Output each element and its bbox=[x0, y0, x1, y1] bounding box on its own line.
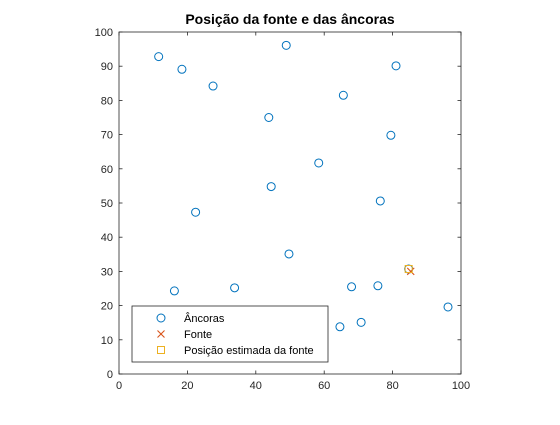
axes: 0 20 40 60 80 100 0 10 20 30 40 50 60 70 80 90 100 bbox=[95, 27, 471, 392]
chart-title: Posição da fonte e das âncoras bbox=[185, 11, 395, 27]
x-tick-label: 40 bbox=[250, 380, 262, 392]
x-tick-label: 20 bbox=[181, 380, 193, 392]
point-circle bbox=[347, 282, 357, 292]
y-tick-label: 40 bbox=[101, 232, 113, 244]
point-circle bbox=[338, 90, 348, 100]
point-circle bbox=[356, 317, 366, 327]
x-tick-label: 0 bbox=[116, 380, 122, 392]
point-circle bbox=[386, 130, 396, 140]
legend: Âncoras Fonte Posição estimada da fonte bbox=[131, 305, 329, 363]
legend-entry: Posição estimada da fonte bbox=[157, 345, 314, 357]
legend-label: Posição estimada da fonte bbox=[184, 345, 314, 357]
point-circle bbox=[169, 286, 179, 296]
legend-marker-circle bbox=[156, 313, 166, 323]
point-circle bbox=[375, 196, 385, 206]
point-circle bbox=[391, 61, 401, 71]
legend-entry: Âncoras bbox=[156, 312, 225, 325]
point-x-stroke bbox=[406, 267, 415, 276]
data-marks bbox=[154, 40, 453, 332]
legend-marker-x bbox=[157, 330, 165, 338]
point-circle bbox=[284, 249, 294, 259]
legend-marker-x-stroke bbox=[157, 330, 165, 338]
series-1 bbox=[406, 267, 415, 276]
point-circle bbox=[191, 207, 201, 217]
y-tick-label: 0 bbox=[107, 369, 113, 381]
point-circle bbox=[154, 52, 164, 62]
legend-label: Âncoras bbox=[184, 312, 225, 325]
point-circle bbox=[373, 281, 383, 291]
series-0 bbox=[154, 40, 453, 332]
x-tick-label: 60 bbox=[318, 380, 330, 392]
y-tick-label: 80 bbox=[101, 95, 113, 107]
series-2 bbox=[404, 265, 413, 274]
point-circle bbox=[335, 322, 345, 332]
legend-marker-square bbox=[157, 346, 165, 354]
y-tick-label: 100 bbox=[95, 27, 113, 39]
point-circle bbox=[230, 283, 240, 293]
point-x bbox=[406, 267, 415, 276]
y-tick-label: 10 bbox=[101, 335, 113, 347]
y-tick-label: 70 bbox=[101, 130, 113, 142]
point-circle bbox=[281, 40, 291, 50]
point-circle bbox=[443, 302, 453, 312]
point-circle bbox=[264, 113, 274, 122]
point-circle bbox=[266, 182, 276, 192]
y-tick-label: 30 bbox=[101, 266, 113, 278]
x-tick-label: 100 bbox=[452, 380, 470, 392]
legend-entry: Fonte bbox=[157, 329, 212, 341]
point-circle bbox=[177, 64, 187, 74]
y-tick-label: 60 bbox=[101, 164, 113, 176]
y-tick-label: 20 bbox=[101, 301, 113, 313]
y-tick-label: 50 bbox=[101, 198, 113, 210]
point-square bbox=[404, 265, 413, 274]
y-tick-label: 90 bbox=[101, 61, 113, 73]
point-circle bbox=[208, 81, 218, 91]
x-tick-label: 80 bbox=[386, 380, 398, 392]
legend-label: Fonte bbox=[184, 329, 212, 341]
point-circle bbox=[314, 158, 324, 168]
